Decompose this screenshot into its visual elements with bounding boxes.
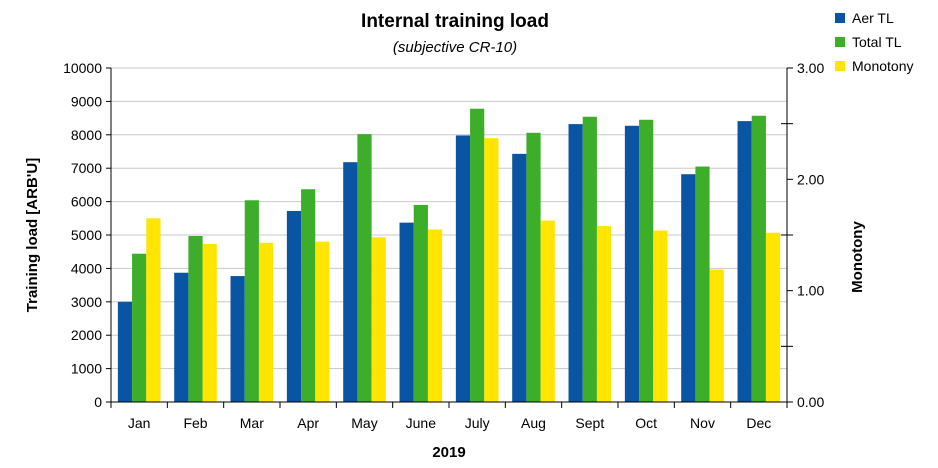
y2-tick-label: 1.00: [797, 283, 824, 299]
x-tick-label: May: [351, 415, 377, 431]
bar-monotony: [427, 229, 443, 402]
bar-total-tl: [301, 189, 316, 402]
bar-total-tl: [582, 116, 597, 402]
bar-total-tl: [470, 108, 485, 402]
ticks-layer: 0 1000 2000 3000 4000 5000 6000 7000 8000 9000 100…: [63, 60, 824, 431]
y-tick-label: 8000: [71, 127, 102, 143]
bar-total-tl: [413, 204, 428, 402]
grid-layer: [111, 67, 787, 370]
bar-aer-tl: [512, 153, 527, 402]
bar-monotony: [371, 237, 386, 402]
bar-aer-tl: [343, 162, 358, 402]
bar-total-tl: [526, 132, 541, 403]
legend-swatch-aer-tl: [835, 13, 845, 23]
bar-total-tl: [188, 236, 203, 402]
bar-aer-tl: [286, 210, 302, 402]
bar-aer-tl: [737, 121, 752, 403]
y-tick-label: 1000: [71, 361, 102, 377]
bar-aer-tl: [681, 174, 696, 402]
legend-label: Monotony: [852, 58, 913, 74]
bar-aer-tl: [455, 135, 471, 402]
x-tick-label: July: [465, 415, 490, 431]
chart-subtitle: (subjective CR-10): [393, 39, 517, 56]
axes-layer: [106, 67, 793, 408]
y-tick-label: 9000: [71, 93, 102, 109]
x-tick-label: Nov: [690, 415, 715, 431]
y-axis-title: Training load [ARB'U]: [24, 158, 41, 312]
bar-total-tl: [244, 200, 259, 402]
bar-aer-tl: [174, 272, 189, 402]
chart-title: Internal training load: [361, 11, 549, 32]
bar-monotony: [315, 241, 330, 402]
x-tick-label: Jan: [128, 415, 151, 431]
bar-aer-tl: [399, 222, 414, 402]
bar-total-tl: [751, 115, 766, 402]
bar-monotony: [540, 220, 555, 402]
bar-total-tl: [357, 134, 372, 402]
y-tick-label: 10000: [63, 60, 102, 76]
y-tick-label: 2000: [71, 327, 102, 343]
y2-tick-label: 3.00: [797, 60, 824, 76]
bar-monotony: [202, 243, 217, 402]
x-tick-label: Aug: [521, 415, 546, 431]
y2-tick-label: 0.00: [797, 394, 824, 410]
y2-axis-title: Monotony: [849, 221, 866, 293]
bar-aer-tl: [230, 276, 245, 402]
legend: Aer TL Total TL Monotony: [835, 10, 913, 74]
bar-monotony: [484, 138, 499, 402]
bar-monotony: [653, 230, 668, 402]
legend-swatch-monotony: [835, 61, 845, 71]
bar-aer-tl: [624, 125, 640, 402]
legend-label: Aer TL: [852, 10, 894, 26]
bar-aer-tl: [568, 124, 583, 403]
y-tick-label: 3000: [71, 294, 102, 310]
x-tick-label: Dec: [746, 415, 771, 431]
bar-total-tl: [639, 119, 654, 403]
x-tick-label: Oct: [635, 415, 657, 431]
bar-aer-tl: [117, 301, 133, 402]
y-tick-label: 4000: [71, 260, 102, 276]
bars-layer: [117, 108, 781, 403]
legend-swatch-total-tl: [835, 37, 845, 47]
x-tick-label: June: [406, 415, 437, 431]
bar-total-tl: [132, 253, 147, 402]
bar-monotony: [258, 242, 274, 402]
y-tick-label: 7000: [71, 160, 102, 176]
x-axis-title: 2019: [432, 444, 465, 461]
y2-tick-label: 2.00: [797, 171, 824, 187]
x-tick-label: Apr: [297, 415, 319, 431]
y-tick-label: 5000: [71, 227, 102, 243]
x-tick-label: Mar: [240, 415, 264, 431]
bar-monotony: [765, 232, 781, 402]
bar-monotony: [596, 226, 612, 402]
y-tick-label: 0: [94, 394, 102, 410]
bar-monotony: [709, 269, 724, 402]
bar-monotony: [146, 218, 161, 402]
legend-label: Total TL: [852, 34, 902, 50]
x-tick-label: Sept: [575, 415, 604, 431]
y-tick-label: 6000: [71, 194, 102, 210]
x-tick-label: Feb: [183, 415, 207, 431]
bar-total-tl: [695, 166, 710, 402]
